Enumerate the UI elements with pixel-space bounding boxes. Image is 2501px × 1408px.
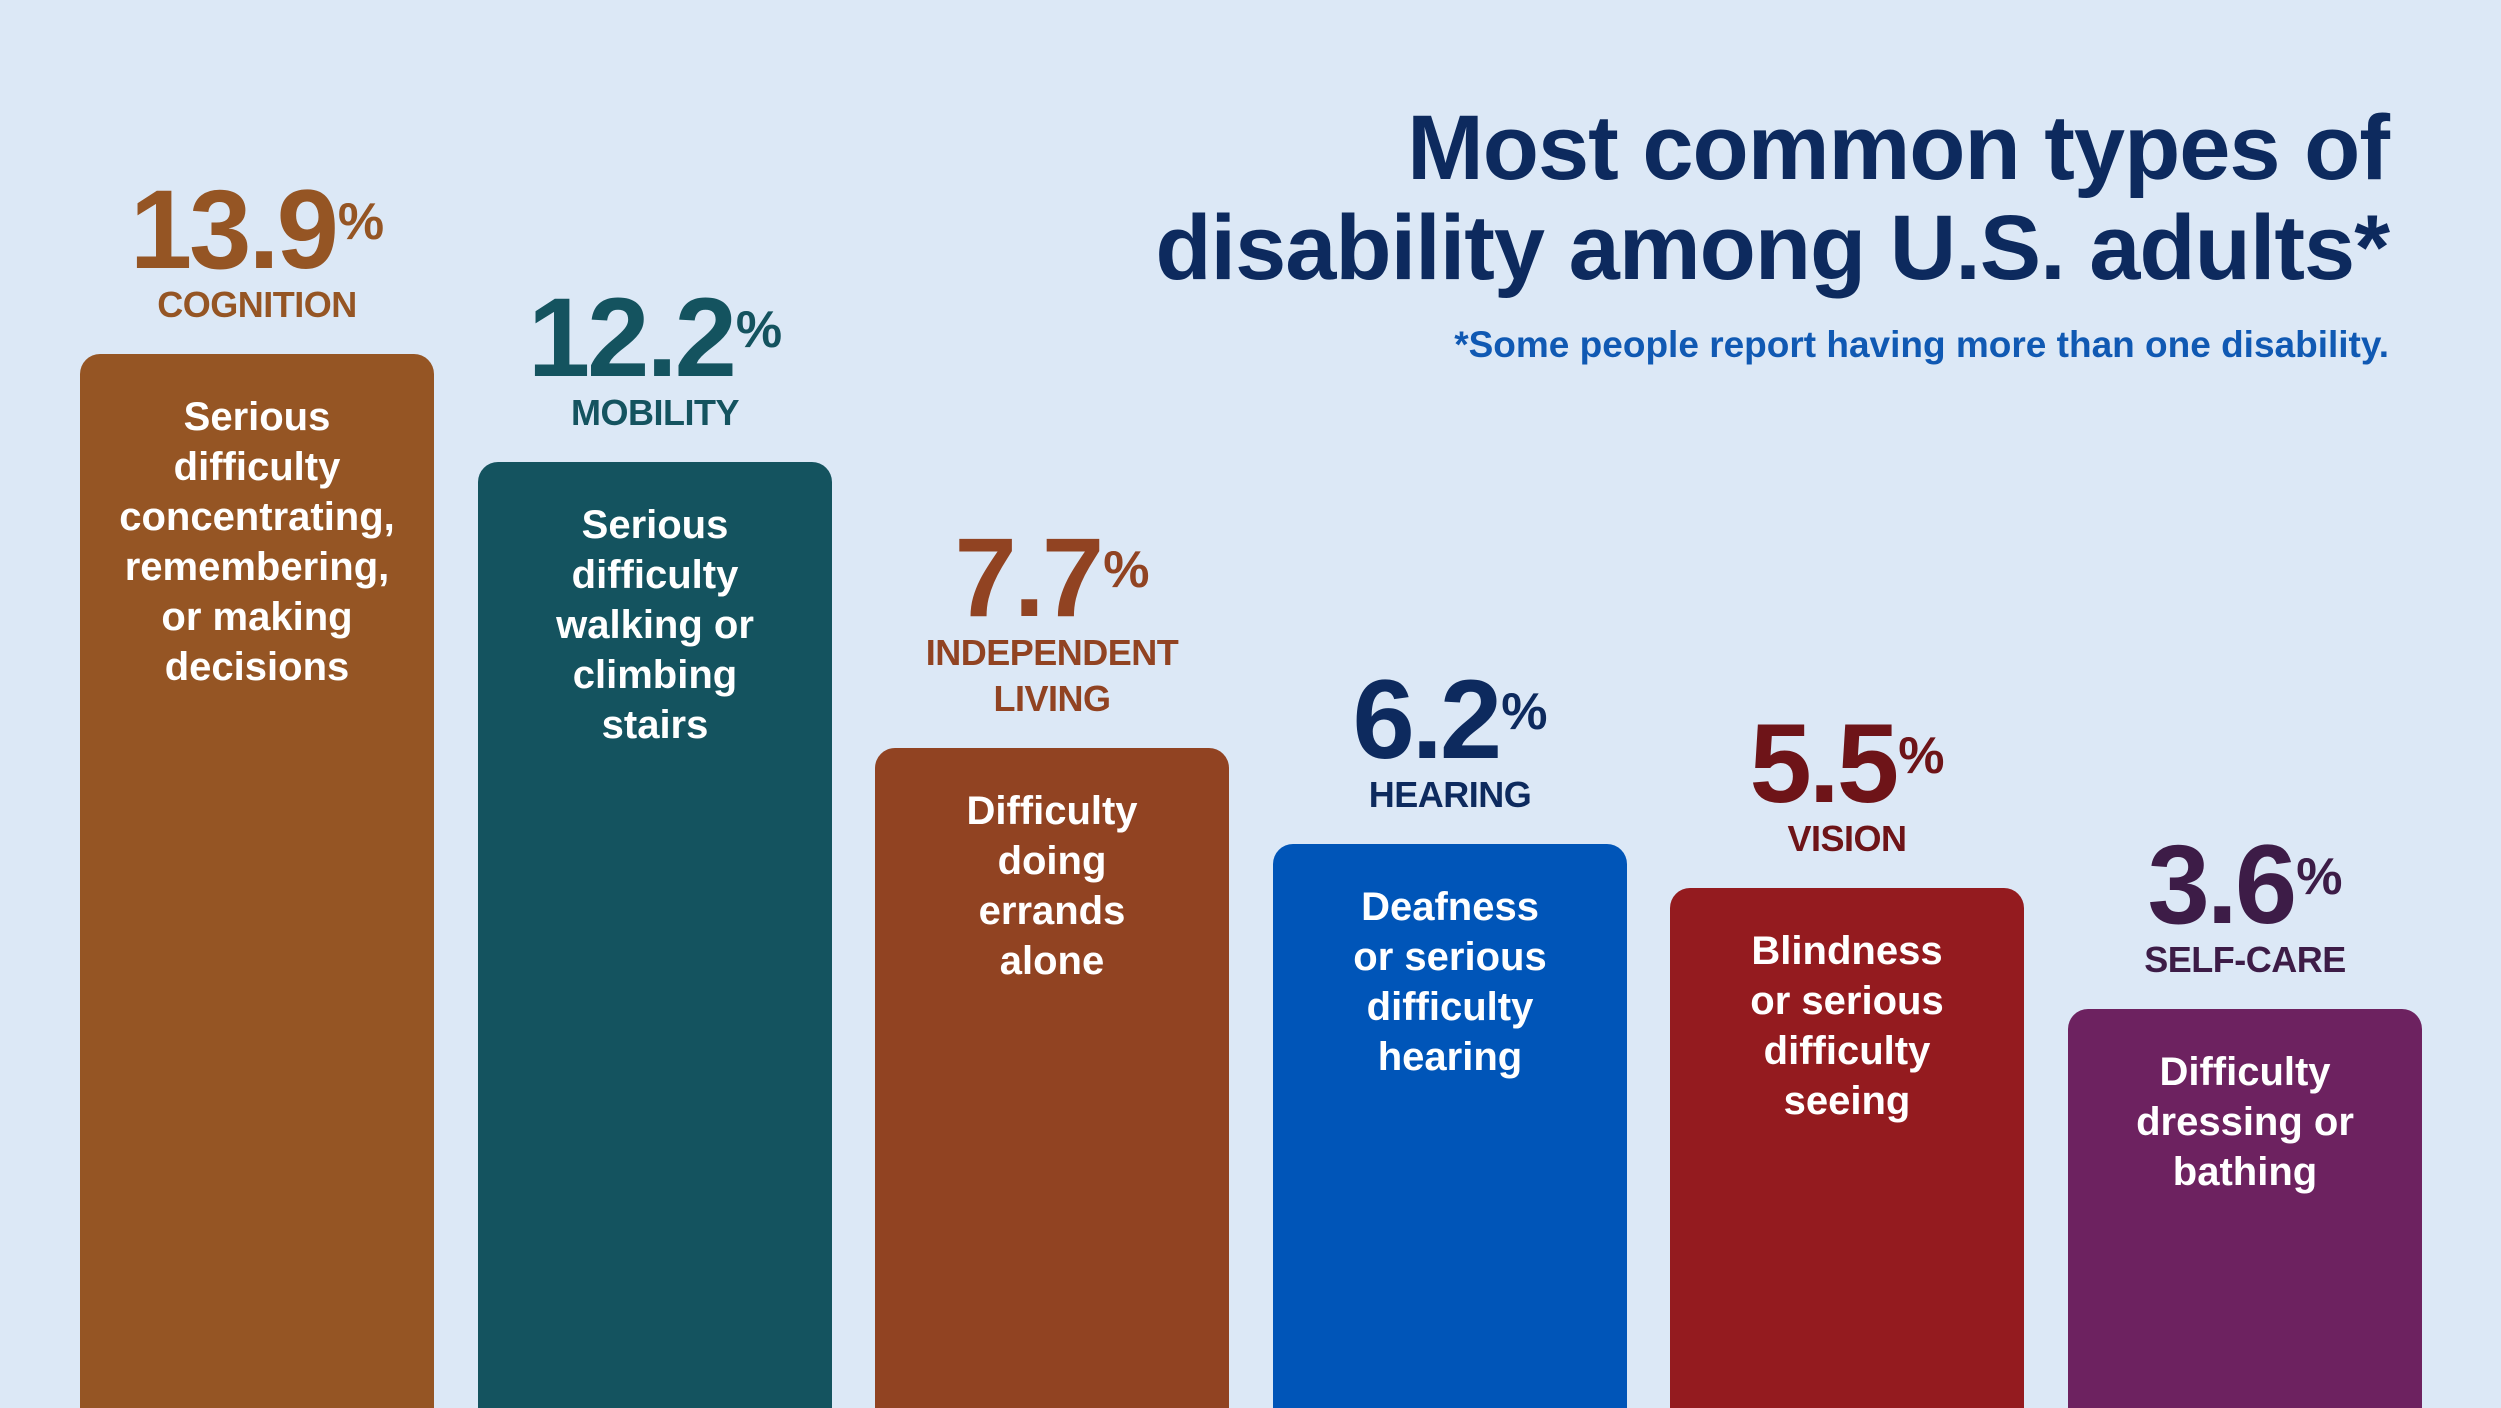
bar-description: Difficulty doing errands alone — [875, 786, 1229, 986]
chart-title-line-2: disability among U.S. adults* — [1155, 197, 2390, 299]
value-number: 5.5 — [1749, 701, 1900, 826]
value-number: 7.7 — [954, 515, 1105, 640]
value-number: 3.6 — [2147, 822, 2298, 947]
bar-description-line: dressing or — [2136, 1100, 2354, 1144]
percent-sign: % — [337, 193, 385, 251]
bar-description-line: remembering, — [124, 545, 390, 589]
bar-description-line: difficulty — [173, 445, 341, 489]
percent-sign: % — [1898, 727, 1945, 785]
bar-description-line: difficulty — [1366, 985, 1534, 1029]
chart-title: Most common types of disability among U.… — [989, 97, 2390, 299]
category-label: HEARING — [1233, 772, 1667, 818]
category-label: INDEPENDENT LIVING — [835, 630, 1269, 722]
bar-description: Difficulty dressing or bathing — [2068, 1047, 2422, 1197]
chart-title-line-1: Most common types of — [1407, 97, 2390, 199]
value-label: 6.2% — [1233, 664, 1667, 776]
bar-description-line: alone — [999, 939, 1105, 983]
bar-description-line: bathing — [2172, 1150, 2318, 1194]
bar-description-line: concentrating, — [119, 495, 395, 539]
bar-description-line: Serious — [183, 395, 331, 439]
value-number: 6.2 — [1352, 657, 1503, 782]
bar-description-line: climbing — [572, 653, 738, 697]
bar-description-line: decisions — [164, 645, 350, 689]
category-label-line: LIVING — [993, 678, 1111, 719]
category-label-line: VISION — [1787, 818, 1907, 859]
bar-description: Serious difficulty concentrating, rememberi… — [80, 392, 434, 692]
bar-description-line: stairs — [601, 703, 709, 747]
bar-vision: Blindness or serious difficulty seeing — [1670, 888, 2024, 1408]
bar-description: Deafness or serious difficulty hearing — [1273, 882, 1627, 1082]
category-label: VISION — [1630, 816, 2064, 862]
bar-description-line: errands — [978, 889, 1126, 933]
value-label: 5.5% — [1630, 708, 2064, 820]
percent-sign: % — [735, 301, 783, 359]
bar-description-line: doing — [997, 839, 1107, 883]
value-label: 3.6% — [2028, 829, 2462, 941]
footnote: *Some people report having more than one… — [1454, 324, 2389, 365]
bar-independent-living: Difficulty doing errands alone — [875, 748, 1229, 1408]
percent-sign: % — [1501, 683, 1548, 741]
bar-hearing: Deafness or serious difficulty hearing — [1273, 844, 1627, 1408]
bar-description-line: or serious — [1750, 979, 1944, 1023]
category-label-line: COGNITION — [157, 284, 357, 325]
bar-description-line: Serious — [581, 503, 729, 547]
category-label-line: HEARING — [1368, 774, 1532, 815]
bar-description-line: Difficulty — [2159, 1050, 2331, 1094]
category-label-line: INDEPENDENT — [925, 632, 1179, 673]
value-label: 12.2% — [438, 282, 872, 394]
category-label: MOBILITY — [438, 390, 872, 436]
value-label: 7.7% — [835, 522, 1269, 634]
bar-mobility: Serious difficulty walking or climbing stair… — [478, 462, 832, 1408]
category-label-line: SELF-CARE — [2144, 939, 2346, 980]
bar-self-care: Difficulty dressing or bathing — [2068, 1009, 2422, 1408]
bar-description-line: or making — [161, 595, 353, 639]
bar-description-line: Difficulty — [966, 789, 1138, 833]
category-label: COGNITION — [40, 282, 474, 328]
bar-description-line: difficulty — [571, 553, 739, 597]
bar-description-line: walking or — [556, 603, 754, 647]
bar-description-line: hearing — [1377, 1035, 1523, 1079]
percent-sign: % — [1103, 541, 1150, 599]
bar-description: Blindness or serious difficulty seeing — [1670, 926, 2024, 1126]
value-number: 12.2 — [527, 275, 737, 400]
value-label: 13.9% — [40, 174, 474, 286]
percent-sign: % — [2296, 848, 2343, 906]
category-label-line: MOBILITY — [571, 392, 739, 433]
bar-description: Serious difficulty walking or climbing stair… — [478, 500, 832, 750]
bar-cognition: Serious difficulty concentrating, rememberi… — [80, 354, 434, 1408]
bar-description-line: difficulty — [1763, 1029, 1931, 1073]
value-number: 13.9 — [129, 167, 339, 292]
bar-description-line: or serious — [1353, 935, 1547, 979]
bar-description-line: Blindness — [1751, 929, 1943, 973]
bar-description-line: seeing — [1783, 1079, 1911, 1123]
bar-description-line: Deafness — [1361, 885, 1539, 929]
category-label: SELF-CARE — [2028, 937, 2462, 983]
